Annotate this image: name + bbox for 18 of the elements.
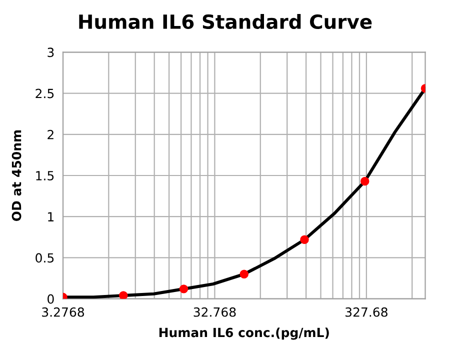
point [119,291,128,299]
chart-title: Human IL6 Standard Curve [79,14,372,30]
point [300,235,309,244]
y-tick-label: 2 [48,130,54,140]
x-tick-label: 3.2768 [42,307,84,317]
point [240,270,248,279]
y-tick-label: 2.5 [36,88,54,98]
x-tick-label: 32.768 [194,307,236,317]
y-tick-label: 3 [48,48,54,58]
y-tick-label: 1 [48,212,54,222]
y-tick-label: 1.5 [36,171,54,180]
y-tick-label: 0.5 [36,253,54,263]
x-tick-label: 327.68 [346,307,388,317]
point [360,176,370,186]
y-axis-title: OD at 450nm [12,130,22,221]
y-tick-label: 0 [48,294,54,304]
x-axis-title: Human IL6 conc.(pg/mL) [159,328,329,340]
point [179,284,188,294]
